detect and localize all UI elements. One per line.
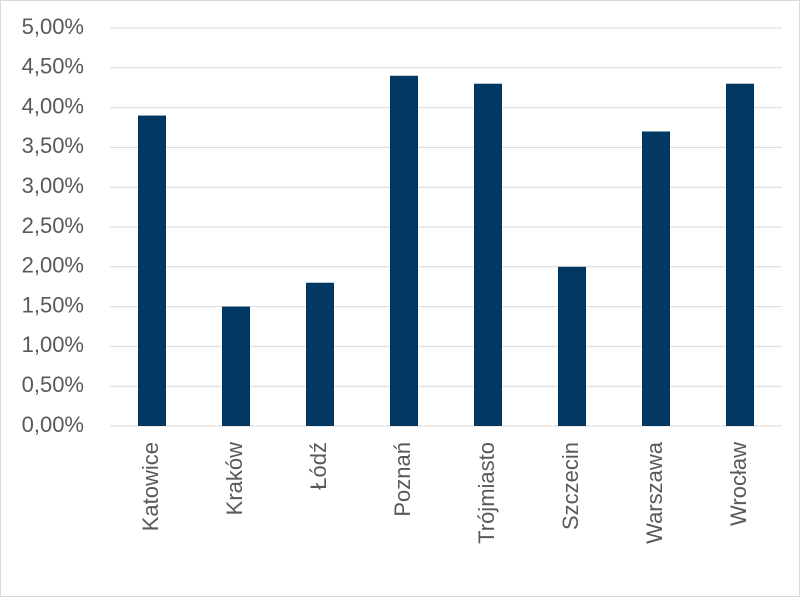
x-tick-label: Poznań xyxy=(390,442,415,517)
x-tick-label: Warszawa xyxy=(642,441,667,544)
y-tick-label: 0,50% xyxy=(22,372,84,397)
y-tick-label: 0,00% xyxy=(22,412,84,437)
y-tick-label: 3,00% xyxy=(22,173,84,198)
y-tick-label: 1,00% xyxy=(22,332,84,357)
y-tick-label: 5,00% xyxy=(22,14,84,39)
x-tick-label: Łódź xyxy=(306,442,331,490)
bar xyxy=(642,131,670,427)
x-tick-label: Katowice xyxy=(138,442,163,531)
bar xyxy=(558,266,586,426)
bar xyxy=(138,115,166,426)
y-tick-label: 3,50% xyxy=(22,133,84,158)
y-tick-label: 4,50% xyxy=(22,54,84,79)
bar xyxy=(390,75,418,426)
y-tick-label: 2,50% xyxy=(22,213,84,238)
bar xyxy=(726,83,754,426)
bar xyxy=(306,282,334,426)
y-tick-label: 1,50% xyxy=(22,292,84,317)
bar xyxy=(222,306,250,426)
bar xyxy=(474,83,502,426)
x-tick-label: Szczecin xyxy=(558,442,583,530)
y-tick-label: 2,00% xyxy=(22,253,84,278)
x-tick-label: Wrocław xyxy=(726,442,751,526)
y-tick-label: 4,00% xyxy=(22,93,84,118)
x-tick-label: Kraków xyxy=(222,442,247,515)
x-tick-label: Trójmiasto xyxy=(474,442,499,544)
